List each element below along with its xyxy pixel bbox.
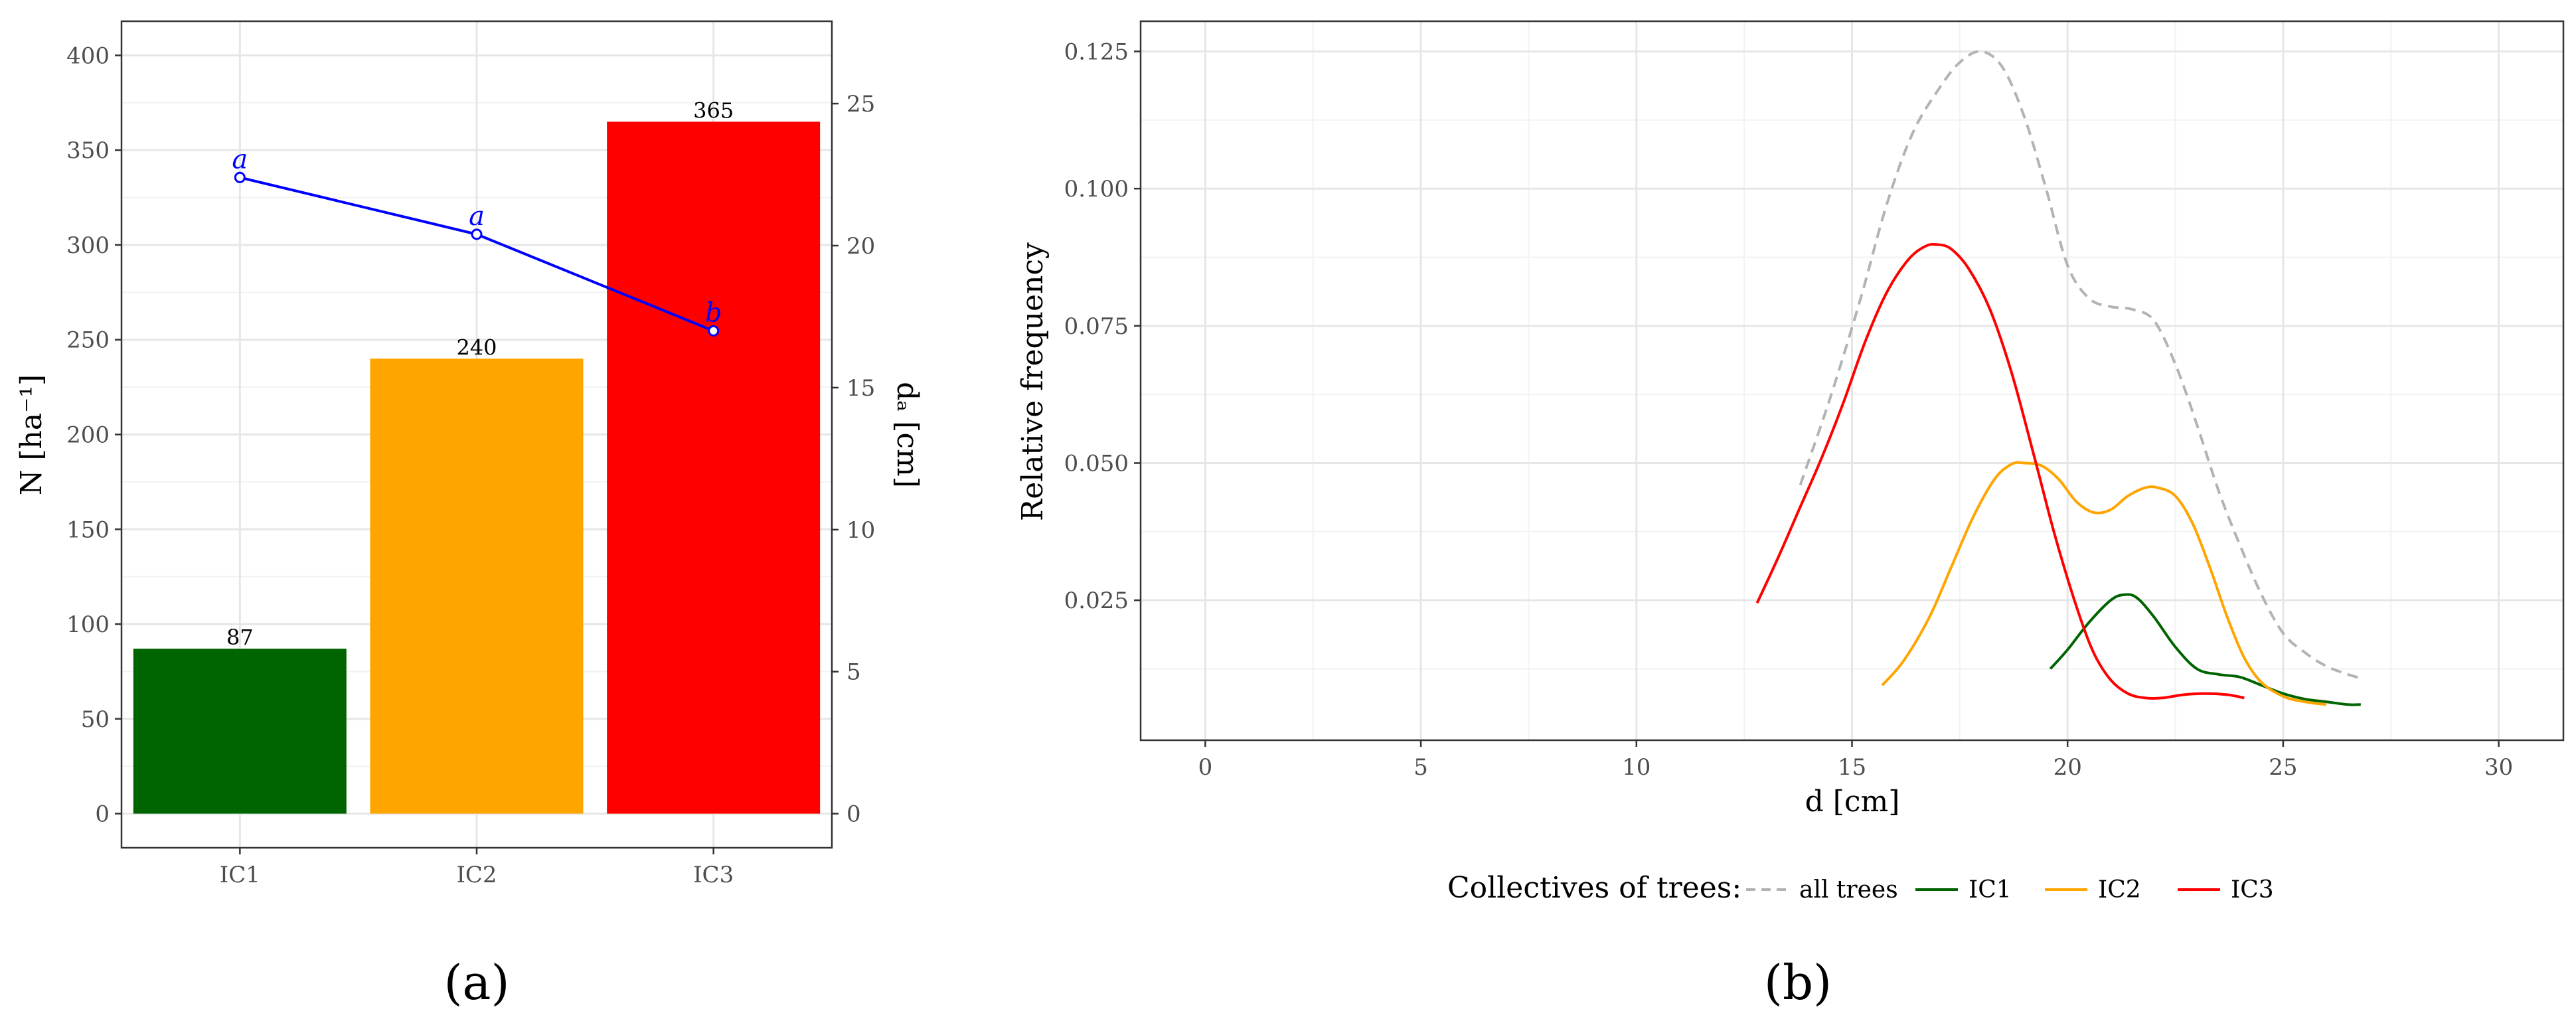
x-tick-label: 0 <box>1198 754 1213 781</box>
panel-b-grid <box>1141 21 2563 740</box>
legend-keys: all trees IC1 IC2 IC3 <box>1746 876 2274 904</box>
x-tick-label: 20 <box>2053 754 2082 781</box>
y-tick-label: 300 <box>66 232 110 259</box>
panel-a-x-axis-ticks: IC1 IC2 IC3 <box>220 848 734 888</box>
bar-ic1 <box>133 649 347 814</box>
y-tick-label: 400 <box>66 42 110 69</box>
y-tick-label: 0.025 <box>1064 588 1129 614</box>
panel-a-bar-labels: 87 240 365 <box>226 98 734 650</box>
panel-a-bars <box>133 121 821 814</box>
panel-b-chart: 0.025 0.050 0.075 0.100 0.125 0 5 10 15 20 25 30 R… <box>1016 20 2565 1010</box>
panel-a-secondary-axis-title: dₐ [cm] <box>890 382 924 488</box>
panel-a-chart: 87 240 365 a a b 0 50 100 150 200 250 300 350 400 0 5… <box>15 20 924 1010</box>
y-tick-label: 200 <box>66 422 110 449</box>
y-tick-label: 350 <box>66 137 110 164</box>
panel-b-y-axis-ticks: 0.025 0.050 0.075 0.100 0.125 <box>1064 39 1141 614</box>
y-tick-label: 0.050 <box>1064 451 1129 477</box>
legend-label: IC2 <box>2098 876 2141 904</box>
y2-tick-label: 5 <box>846 659 861 686</box>
y-tick-label: 0.075 <box>1064 313 1129 340</box>
y-tick-label: 150 <box>66 516 110 543</box>
panel-a-line-series: a a b <box>232 144 722 337</box>
bar-ic2 <box>370 358 584 814</box>
density-line-ic2 <box>1881 461 2327 706</box>
y-tick-label: 100 <box>66 611 110 638</box>
density-line-ic1 <box>2049 593 2361 706</box>
x-tick-label: 30 <box>2484 754 2513 781</box>
bar-ic3 <box>607 121 821 814</box>
panel-b-legend: Collectives of trees: all trees IC1 IC2 IC3 <box>1447 871 2274 905</box>
significance-letter: a <box>469 201 485 232</box>
y-tick-label: 50 <box>81 706 110 733</box>
x-tick-label: 15 <box>1838 754 1866 781</box>
mean-diameter-point <box>471 228 483 240</box>
y2-tick-label: 10 <box>846 517 875 544</box>
x-tick-label: 5 <box>1413 754 1428 781</box>
y-tick-label: 0.125 <box>1064 39 1129 65</box>
legend-title: Collectives of trees: <box>1447 871 1741 905</box>
x-tick-label: 25 <box>2269 754 2297 781</box>
density-line-ic3 <box>1755 242 2245 700</box>
y2-tick-label: 15 <box>846 375 875 402</box>
significance-letter: a <box>232 144 248 175</box>
legend-label: IC3 <box>2231 876 2274 904</box>
panel-a-label: (a) <box>443 955 509 1010</box>
bar-value-label: 87 <box>226 625 254 650</box>
y-tick-label: 0.100 <box>1064 176 1129 202</box>
y2-tick-label: 20 <box>846 233 875 260</box>
x-tick-label: IC1 <box>220 862 260 888</box>
mean-diameter-point <box>234 171 246 183</box>
panel-b-x-axis-title: d [cm] <box>1805 785 1900 819</box>
bar-value-label: 240 <box>456 335 497 360</box>
x-tick-label: 10 <box>1622 754 1650 781</box>
legend-label: all trees <box>1799 876 1898 904</box>
panel-b-y-axis-title: Relative frequency <box>1016 242 1050 521</box>
panel-b-density-lines <box>1755 50 2362 706</box>
x-tick-label: IC3 <box>693 862 734 888</box>
panel-a-y-axis-ticks: 0 50 100 150 200 250 300 350 400 <box>66 42 121 828</box>
mean-diameter-point <box>708 325 720 337</box>
y-tick-label: 250 <box>66 327 110 354</box>
legend-label: IC1 <box>1969 876 2012 904</box>
y2-tick-label: 25 <box>846 91 875 118</box>
x-tick-label: IC2 <box>456 862 497 888</box>
panel-a-secondary-axis-ticks: 0 5 10 15 20 25 <box>832 91 875 828</box>
density-line-all-trees <box>1799 50 2362 680</box>
panel-b-label: (b) <box>1764 955 1832 1010</box>
bar-value-label: 365 <box>693 98 734 123</box>
y-tick-label: 0 <box>95 801 110 828</box>
panel-b-x-axis-ticks: 0 5 10 15 20 25 30 <box>1198 740 2513 781</box>
y2-tick-label: 0 <box>846 801 861 828</box>
significance-letter: b <box>705 297 722 328</box>
panel-a-y-axis-title: N [ha⁻¹] <box>15 374 48 495</box>
